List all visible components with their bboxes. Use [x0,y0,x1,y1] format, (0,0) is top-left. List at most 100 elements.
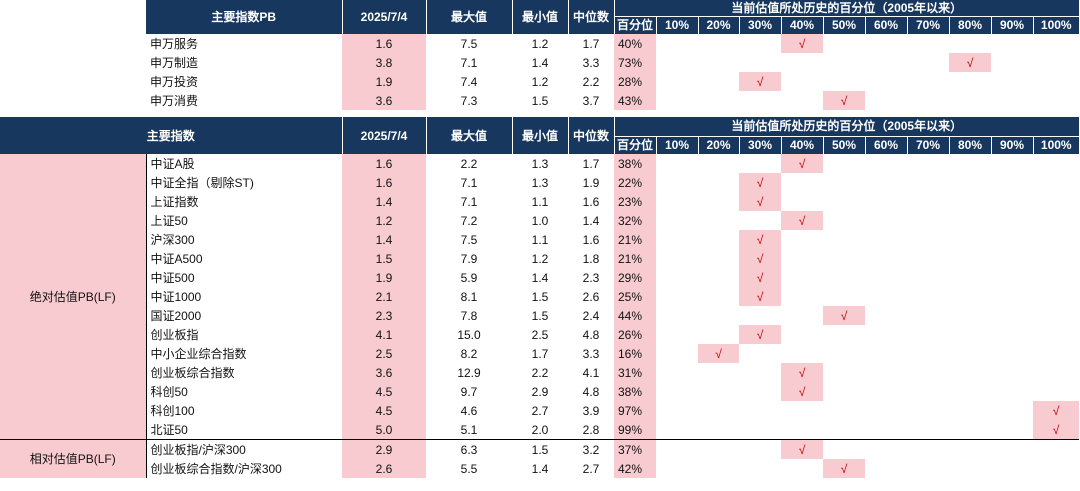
percentile-value: 73% [614,53,656,72]
header-bucket: 70% [906,15,949,34]
table-row: 绝对估值PB(LF) 中证A股 1.6 2.2 1.3 1.7 38% √ [0,154,1079,440]
bucket-cell [949,439,991,459]
group-label: 相对估值PB(LF) [0,439,147,478]
index-name: 创业板综合指数/沪深300 [150,461,282,476]
bucket-cell [656,382,698,401]
bucket-cell [907,459,949,478]
bucket-cell [698,325,739,344]
bucket-cell [907,211,949,230]
index-name: 北证50 [150,422,188,437]
bucket-cell [865,173,907,192]
bucket-cell [991,459,1033,478]
bucket-cell [739,382,781,401]
bucket-cell [1033,173,1079,192]
bucket-cell [739,91,781,110]
bucket-cell [781,173,823,192]
bucket-cell [739,34,781,53]
bucket-cell [823,363,865,382]
bucket-cell [1033,363,1079,382]
bucket-cell [698,249,739,268]
header-bucket: 20% [697,135,739,154]
bucket-cell [865,91,907,110]
max-pb: 2.2 [460,156,478,171]
index-name: 中证500 [150,270,195,285]
min-pb: 2.2 [531,365,549,380]
percentile-value: 16% [614,344,656,363]
percentile-value: 29% [614,268,656,287]
header-bucket: 50% [822,15,865,34]
bucket-cell [1033,211,1079,230]
bucket-cell [698,72,739,91]
percentile-value: 42% [614,459,656,478]
current-pb: 1.6 [342,34,426,53]
bucket-cell [865,459,907,478]
bucket-cell [739,53,781,72]
percentile-value: 26% [614,325,656,344]
bucket-cell [991,268,1033,287]
bucket-cell [865,363,907,382]
percentile-value: 44% [614,306,656,325]
bucket-cell [907,192,949,211]
table-row: 创业板综合指数/沪深300 2.6 5.5 1.4 2.7 42% √ [0,459,1079,478]
table-row: 创业板指 4.1 15.0 2.5 4.8 26% √ [0,325,1079,344]
bucket-cell [823,230,865,249]
bucket-cell [865,439,907,459]
header-min: 最小值 [512,0,569,34]
median-pb: 3.3 [582,346,600,361]
max-pb: 7.2 [460,213,478,228]
bucket-cell [823,72,865,91]
bucket-cell [656,420,698,440]
bucket-cell [781,249,823,268]
index-name: 中证全指（剔除ST) [150,175,254,190]
current-pb: 2.3 [342,306,426,325]
bucket-cell [1033,72,1079,91]
table-row: 创业板综合指数 3.6 12.9 2.2 4.1 31% √ [0,363,1079,382]
bucket-cell [739,154,781,173]
median-pb: 3.3 [582,55,600,70]
min-pb: 1.7 [531,346,549,361]
percentile-value: 40% [614,34,656,53]
bucket-cell [907,154,949,173]
bucket-cell [991,53,1033,72]
bucket-cell [949,459,991,478]
index-name: 上证50 [150,213,188,228]
bucket-cell [781,344,823,363]
min-pb: 2.9 [531,384,549,399]
bucket-cell [739,211,781,230]
bucket-cell [739,363,781,382]
table-row: 科创50 4.5 9.7 2.9 4.8 38% √ [0,382,1079,401]
bucket-cell [907,382,949,401]
min-pb: 1.5 [531,93,549,108]
index-name: 创业板综合指数 [150,365,235,380]
check-mark-cell: √ [823,459,865,478]
min-pb: 1.0 [531,213,549,228]
bucket-cell [656,401,698,420]
bucket-cell [907,268,949,287]
percentile-value: 31% [614,363,656,382]
bucket-cell [698,268,739,287]
max-pb: 7.5 [460,232,478,247]
bucket-cell [1033,325,1079,344]
header-bucket: 40% [780,15,823,34]
bucket-cell [656,154,698,173]
header-bucket: 40% [780,135,823,154]
bucket-cell [991,72,1033,91]
max-pb: 8.2 [460,346,478,361]
index-name: 科创100 [150,403,195,418]
median-pb: 4.8 [582,327,600,342]
header-median: 中位数 [568,0,615,34]
header-min: 最小值 [512,117,569,154]
current-pb: 1.6 [342,173,426,192]
bucket-cell [823,211,865,230]
max-pb: 5.5 [460,461,478,476]
bucket-cell [907,306,949,325]
current-pb: 1.4 [342,192,426,211]
bucket-cell [698,173,739,192]
industry-pb-table: 主要指数PB 2025/7/4 最大值 最小值 中位数 当前估值所处历史的百分位… [0,0,1079,110]
check-mark-cell: √ [739,249,781,268]
bucket-cell [698,91,739,110]
check-mark-cell: √ [781,382,823,401]
index-name: 创业板指/沪深300 [146,439,342,459]
bucket-cell [781,91,823,110]
bucket-cell [656,249,698,268]
